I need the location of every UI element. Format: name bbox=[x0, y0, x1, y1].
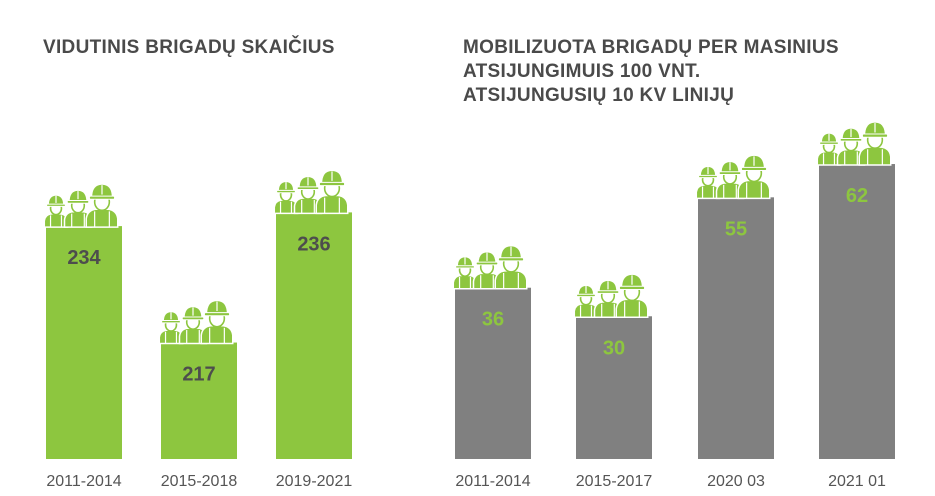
chart-title-left: VIDUTINIS BRIGADŲ SKAIČIUS bbox=[43, 36, 335, 60]
bar bbox=[455, 287, 531, 459]
worker-helmet-group-icon bbox=[695, 154, 771, 200]
worker-helmet-group-icon bbox=[816, 121, 892, 166]
chart-title-right-line-3: ATSIJUNGUSIŲ 10 KV LINIJŲ bbox=[463, 85, 735, 106]
x-tick-label: 2021 01 bbox=[828, 473, 886, 490]
chart-title-right: MOBILIZUOTA BRIGADŲ PER MASINIUS ATSIJUN… bbox=[463, 36, 903, 108]
worker-figure bbox=[816, 132, 842, 166]
worker-figure bbox=[452, 256, 478, 290]
chart-title-right-line-1: MOBILIZUOTA BRIGADŲ PER MASINIUS bbox=[463, 37, 839, 58]
worker-figure bbox=[63, 189, 93, 228]
worker-helmet-group-icon bbox=[158, 299, 234, 345]
data-label: 217 bbox=[182, 364, 215, 386]
worker-figure bbox=[737, 154, 771, 200]
worker-figure bbox=[472, 251, 502, 290]
bar bbox=[576, 316, 652, 459]
data-label: 30 bbox=[603, 337, 625, 359]
worker-figure bbox=[715, 160, 745, 200]
data-label: 62 bbox=[846, 185, 868, 207]
bar bbox=[819, 164, 895, 459]
worker-helmet-group-icon bbox=[43, 183, 119, 228]
bar bbox=[698, 197, 774, 460]
worker-figure bbox=[494, 245, 528, 290]
data-label: 234 bbox=[67, 247, 101, 269]
right-bar-chart: 36 2011-2014 30 2015-2017 55 2020 03 62 2021 01 bbox=[452, 121, 895, 490]
chart-title-left-line: VIDUTINIS BRIGADŲ SKAIČIUS bbox=[43, 37, 335, 58]
worker-figure bbox=[573, 284, 599, 319]
worker-figure bbox=[836, 127, 866, 166]
bar-group: 30 2015-2017 bbox=[573, 273, 653, 490]
bar bbox=[276, 212, 352, 459]
data-label: 236 bbox=[297, 233, 330, 255]
left-bar-chart: 234 2011-2014 217 2015-2018 236 2019-2021 bbox=[43, 169, 353, 490]
worker-figure bbox=[273, 180, 299, 215]
x-tick-label: 2020 03 bbox=[707, 473, 765, 490]
worker-helmet-group-icon bbox=[273, 169, 349, 215]
bar-group: 55 2020 03 bbox=[695, 154, 774, 490]
x-tick-label: 2011-2014 bbox=[46, 473, 121, 490]
bar-group: 62 2021 01 bbox=[816, 121, 895, 490]
worker-helmet-group-icon bbox=[573, 273, 649, 319]
worker-figure bbox=[200, 299, 234, 345]
worker-helmet-group-icon bbox=[452, 245, 528, 290]
bar-group: 217 2015-2018 bbox=[158, 299, 238, 490]
data-label: 36 bbox=[482, 309, 504, 331]
data-label: 55 bbox=[725, 218, 747, 240]
worker-figure bbox=[43, 194, 69, 228]
x-tick-label: 2015-2018 bbox=[161, 473, 238, 490]
chart-title-right-line-2: ATSIJUNGIMUIS 100 VNT. bbox=[463, 61, 701, 82]
bar bbox=[46, 226, 122, 459]
bar-group: 234 2011-2014 bbox=[43, 183, 122, 490]
bar-group: 36 2011-2014 bbox=[452, 245, 531, 490]
worker-figure bbox=[85, 183, 119, 228]
bar-group: 236 2019-2021 bbox=[273, 169, 353, 490]
worker-figure bbox=[858, 121, 892, 166]
x-tick-label: 2019-2021 bbox=[276, 473, 353, 490]
x-tick-label: 2011-2014 bbox=[455, 473, 530, 490]
x-tick-label: 2015-2017 bbox=[576, 473, 653, 490]
worker-figure bbox=[615, 273, 649, 319]
worker-figure bbox=[315, 169, 349, 215]
bar bbox=[161, 342, 237, 459]
worker-figure bbox=[293, 175, 323, 215]
